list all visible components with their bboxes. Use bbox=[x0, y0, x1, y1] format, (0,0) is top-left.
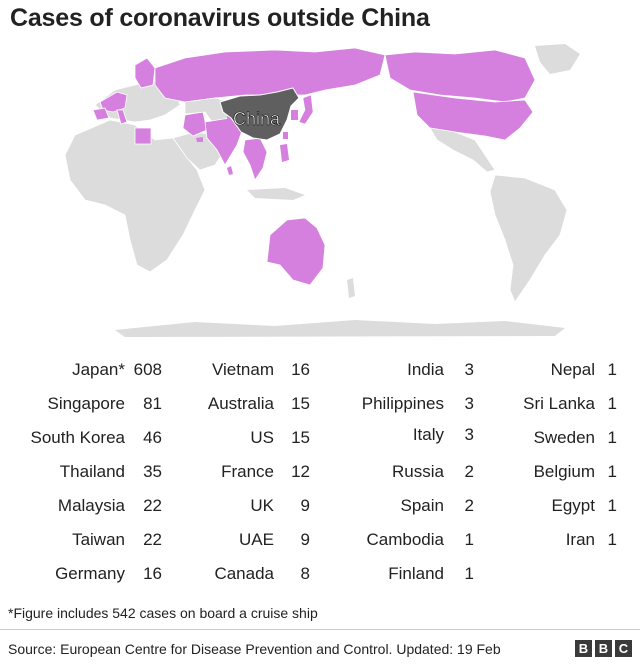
case-count: 608 bbox=[133, 360, 162, 379]
country-name: Spain bbox=[400, 496, 444, 515]
taiwan-affected bbox=[283, 132, 288, 139]
case-count: 1 bbox=[607, 530, 617, 549]
country-name: India bbox=[407, 360, 444, 379]
country-name: Finland bbox=[388, 564, 444, 583]
case-count: 9 bbox=[300, 530, 310, 549]
spain-affected bbox=[92, 107, 110, 121]
case-count: 46 bbox=[143, 428, 162, 447]
country-name: Canada bbox=[214, 564, 274, 583]
country-name: Iran bbox=[565, 530, 595, 549]
country-name: Russia bbox=[392, 462, 444, 481]
bbc-logo: B B C bbox=[575, 640, 632, 657]
country-name: Belgium bbox=[533, 462, 595, 481]
country-name: Vietnam bbox=[211, 360, 274, 379]
sri-lanka-affected bbox=[227, 166, 233, 175]
africa-shape bbox=[64, 119, 206, 273]
case-count: 16 bbox=[291, 360, 310, 379]
uae-affected bbox=[196, 137, 203, 142]
case-count: 35 bbox=[143, 462, 162, 481]
case-count: 3 bbox=[464, 360, 474, 379]
new-zealand-shape bbox=[347, 278, 355, 298]
country-name: US bbox=[250, 428, 274, 447]
case-count: 1 bbox=[607, 394, 617, 413]
country-name: France bbox=[221, 462, 274, 481]
south-america-shape bbox=[489, 174, 568, 303]
japan-affected bbox=[298, 94, 314, 125]
country-name: Italy bbox=[412, 425, 444, 444]
country-name: Malaysia bbox=[57, 496, 125, 515]
case-count: 3 bbox=[464, 425, 474, 444]
world-map: China bbox=[55, 40, 585, 340]
greenland-shape bbox=[535, 44, 580, 74]
indonesia-shape bbox=[247, 188, 305, 200]
bbc-logo-letter: B bbox=[595, 640, 612, 657]
country-name: Taiwan bbox=[72, 530, 125, 549]
sweden-finland-affected bbox=[134, 57, 156, 89]
country-name: Sweden bbox=[533, 428, 595, 447]
country-name: Thailand bbox=[59, 462, 125, 481]
footnote: *Figure includes 542 cases on board a cr… bbox=[8, 605, 318, 621]
case-count: 1 bbox=[464, 564, 474, 583]
bbc-logo-letter: B bbox=[575, 640, 592, 657]
chart-title: Cases of coronavirus outside China bbox=[10, 4, 430, 32]
bbc-logo-letter: C bbox=[615, 640, 632, 657]
southeast-asia-affected bbox=[242, 137, 268, 181]
case-count: 12 bbox=[291, 462, 310, 481]
case-count: 22 bbox=[143, 496, 162, 515]
case-count: 1 bbox=[607, 428, 617, 447]
russia-affected bbox=[154, 47, 386, 103]
country-name: Japan* bbox=[72, 360, 125, 379]
case-count: 1 bbox=[464, 530, 474, 549]
case-count: 16 bbox=[143, 564, 162, 583]
us-affected bbox=[412, 91, 534, 141]
country-name: Philippines bbox=[361, 394, 444, 413]
antarctica-shape bbox=[115, 320, 565, 337]
australia-affected bbox=[266, 217, 326, 286]
cases-table: Japan* 608 Singapore 81 South Korea 46 Thailan… bbox=[0, 360, 640, 590]
case-count: 1 bbox=[607, 360, 617, 379]
country-name: Germany bbox=[55, 564, 125, 583]
case-count: 15 bbox=[291, 428, 310, 447]
case-count: 8 bbox=[300, 564, 310, 583]
country-name: Nepal bbox=[550, 360, 595, 379]
divider bbox=[0, 629, 640, 630]
canada-affected bbox=[384, 49, 536, 103]
country-name: South Korea bbox=[30, 428, 125, 447]
case-count: 2 bbox=[464, 496, 474, 515]
source-text: Source: European Centre for Disease Prev… bbox=[8, 641, 501, 657]
case-count: 1 bbox=[607, 496, 617, 515]
mexico-shape bbox=[429, 127, 496, 173]
country-name: Sri Lanka bbox=[523, 394, 595, 413]
italy-affected bbox=[116, 109, 128, 125]
philippines-affected bbox=[280, 144, 289, 162]
country-name: Singapore bbox=[47, 394, 125, 413]
country-name: Cambodia bbox=[366, 530, 445, 549]
case-count: 3 bbox=[464, 394, 474, 413]
china-label: China bbox=[233, 109, 281, 129]
south-korea-affected bbox=[291, 110, 298, 120]
china-shape bbox=[219, 87, 300, 141]
country-name: UK bbox=[250, 496, 274, 515]
country-name: Australia bbox=[207, 394, 274, 413]
iran-affected bbox=[182, 111, 208, 137]
case-count: 1 bbox=[607, 462, 617, 481]
case-count: 81 bbox=[143, 394, 162, 413]
egypt-affected bbox=[134, 127, 152, 145]
case-count: 22 bbox=[143, 530, 162, 549]
country-name: UAE bbox=[239, 530, 274, 549]
case-count: 2 bbox=[464, 462, 474, 481]
case-count: 15 bbox=[291, 394, 310, 413]
country-name: Egypt bbox=[551, 496, 595, 515]
case-count: 9 bbox=[300, 496, 310, 515]
